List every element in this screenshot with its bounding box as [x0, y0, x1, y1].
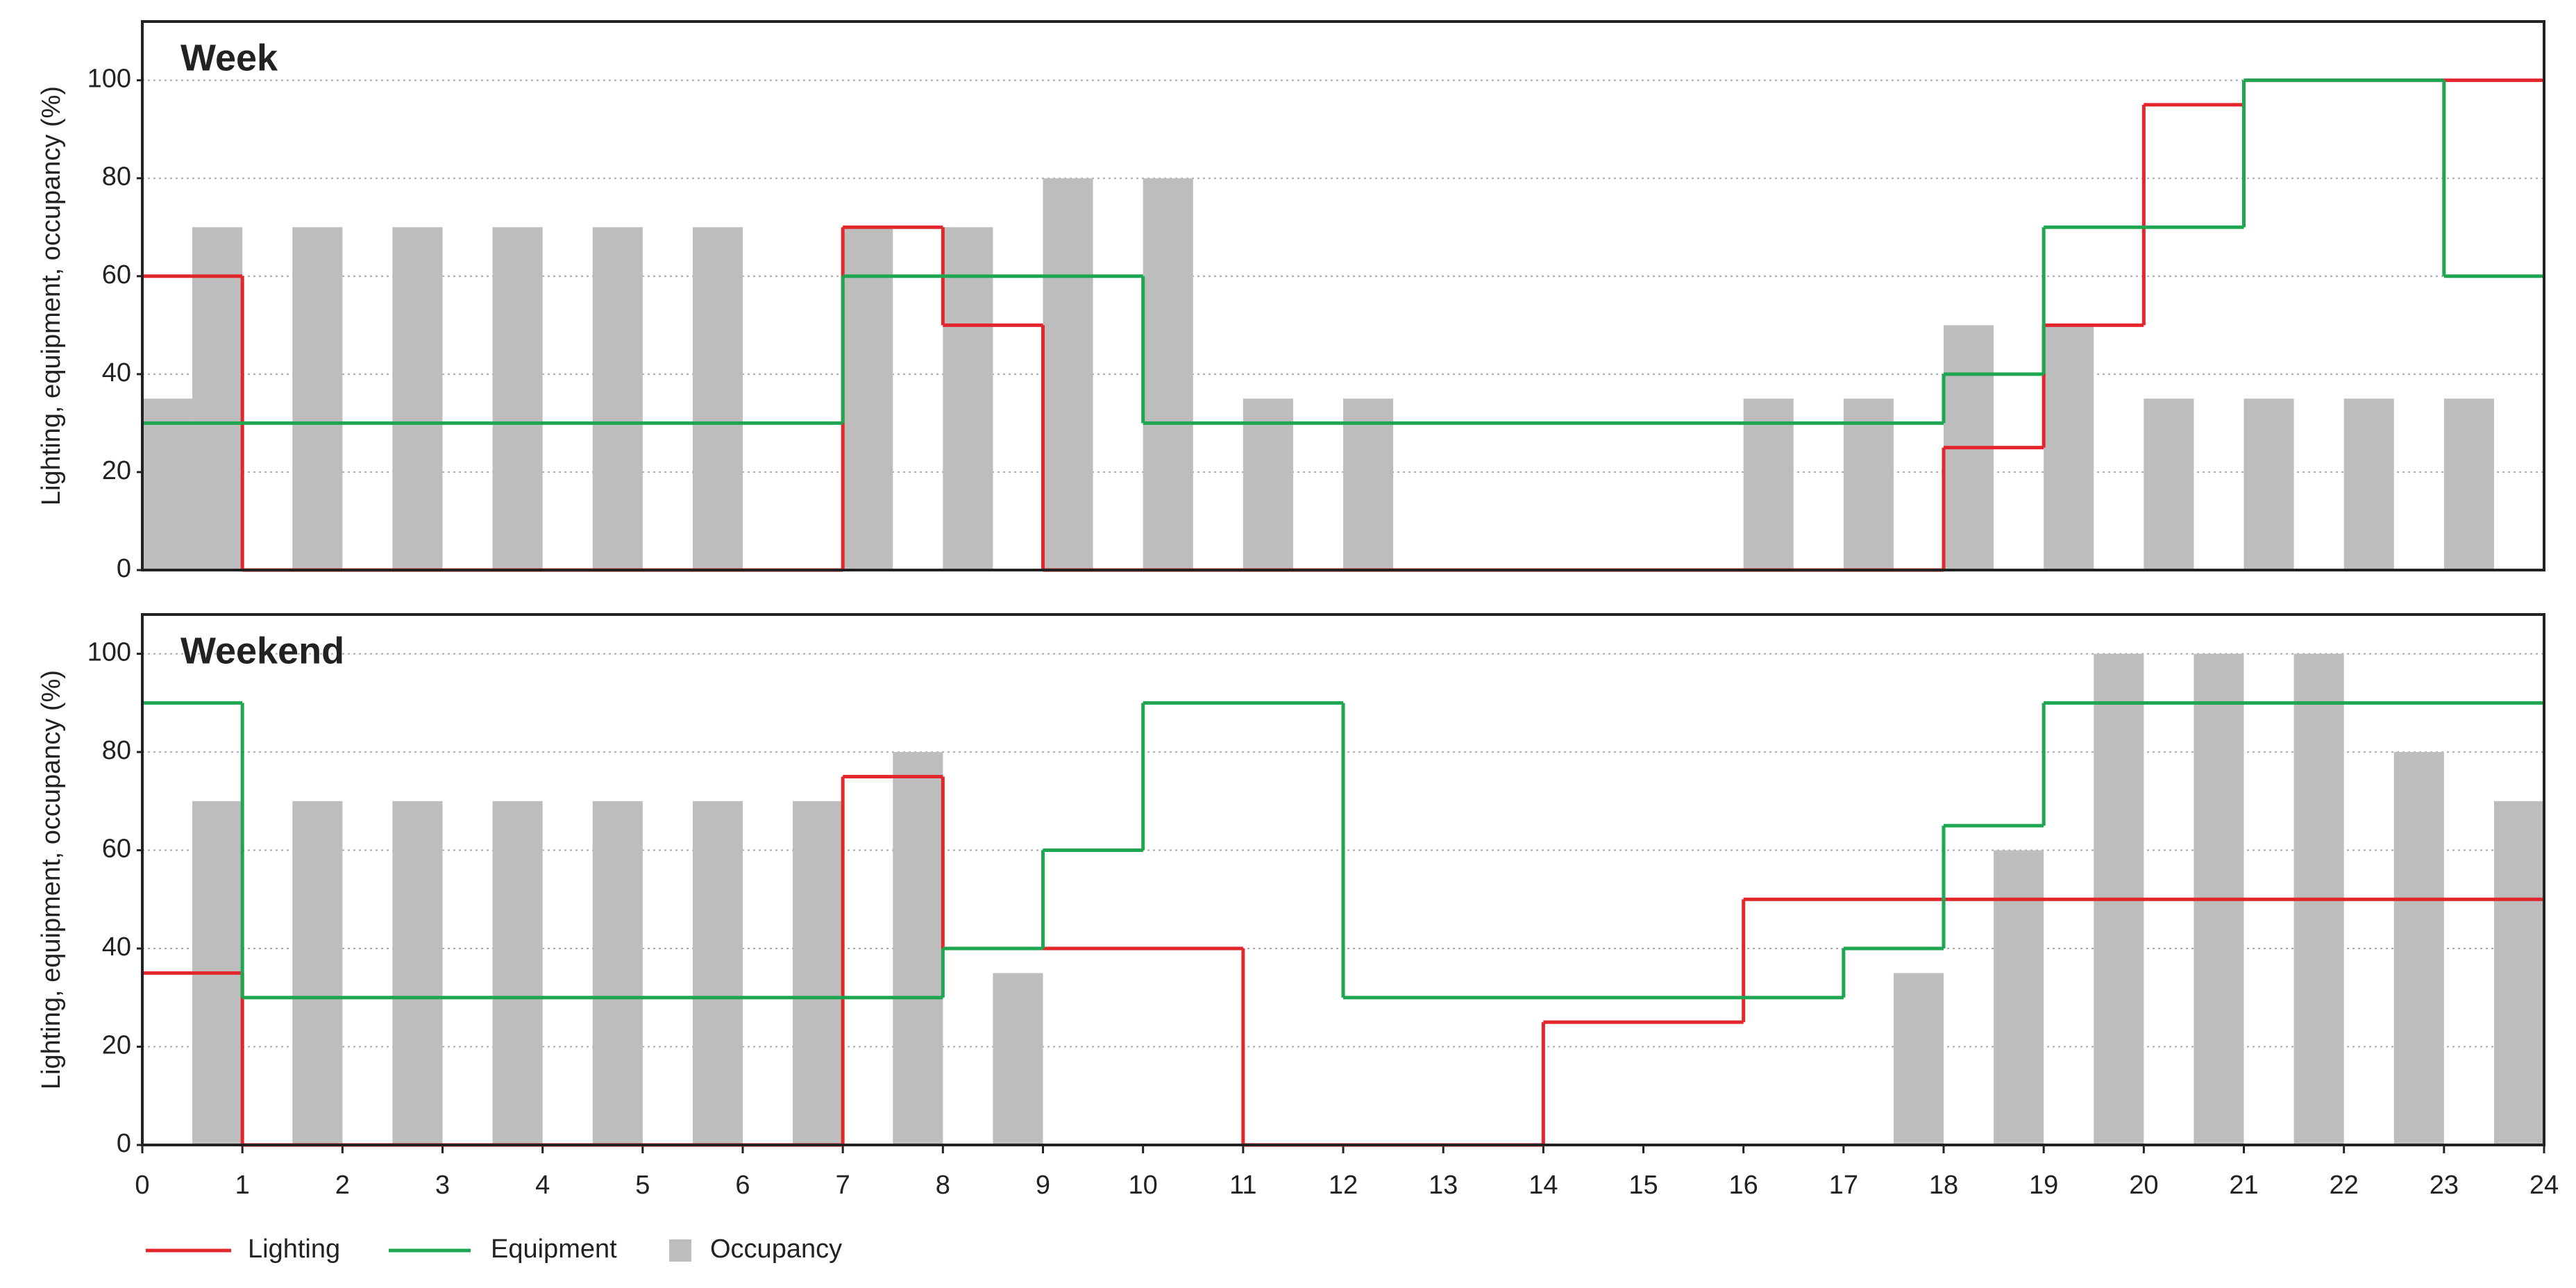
x-tick-label: 11 [1229, 1171, 1256, 1200]
occupancy-bar [692, 227, 743, 570]
occupancy-bar [2393, 752, 2444, 1145]
occupancy-bar [492, 227, 543, 570]
occupancy-bar [1043, 178, 1093, 570]
x-tick-label: 18 [1929, 1171, 1958, 1200]
y-tick-label: 100 [87, 65, 131, 94]
occupancy-bar [843, 227, 893, 570]
y-tick-label: 60 [102, 260, 131, 290]
panel-title: Weekend [180, 630, 344, 671]
occupancy-bar [993, 973, 1043, 1145]
x-tick-label: 9 [1036, 1171, 1050, 1200]
legend-label: Equipment [491, 1235, 617, 1264]
occupancy-bar [2044, 325, 2094, 570]
y-tick-label: 40 [102, 358, 131, 387]
plot-frame [141, 613, 2545, 1146]
occupancy-bar [192, 227, 243, 570]
occupancy-bar [943, 227, 993, 570]
x-tick-label: 12 [1329, 1171, 1358, 1200]
occupancy-bar [1243, 399, 1293, 570]
occupancy-bar [292, 227, 343, 570]
x-tick-label: 16 [1729, 1171, 1758, 1200]
y-tick-label: 80 [102, 736, 131, 765]
occupancy-bar [292, 801, 343, 1145]
occupancy-bar [592, 801, 643, 1145]
x-tick-label: 4 [535, 1171, 550, 1200]
x-tick-label: 13 [1429, 1171, 1458, 1200]
y-tick-label: 20 [102, 1031, 131, 1060]
occupancy-bar [2443, 399, 2494, 570]
occupancy-bar [1994, 850, 2044, 1145]
occupancy-bar [2493, 801, 2544, 1145]
legend-label: Occupancy [710, 1235, 842, 1264]
x-tick-label: 15 [1628, 1171, 1658, 1200]
occupancy-bar [793, 801, 843, 1145]
x-tick-label: 24 [2529, 1171, 2559, 1200]
y-axis-label: Lighting, equipment, occupancy (%) [37, 670, 66, 1089]
occupancy-bar [692, 801, 743, 1145]
x-tick-label: 14 [1529, 1171, 1558, 1200]
x-tick-label: 0 [135, 1171, 149, 1200]
y-tick-label: 80 [102, 162, 131, 192]
occupancy-bar [2244, 399, 2294, 570]
x-tick-label: 23 [2430, 1171, 2459, 1200]
occupancy-bar [2343, 399, 2394, 570]
x-tick-label: 17 [1829, 1171, 1858, 1200]
occupancy-bar [392, 801, 443, 1145]
occupancy-bar [492, 801, 543, 1145]
y-tick-label: 20 [102, 456, 131, 485]
x-tick-label: 5 [635, 1171, 650, 1200]
y-tick-label: 0 [117, 554, 131, 583]
occupancy-bar [1843, 399, 1894, 570]
x-tick-label: 22 [2330, 1171, 2359, 1200]
x-tick-label: 6 [735, 1171, 750, 1200]
x-tick-label: 2 [335, 1171, 350, 1200]
y-axis-label: Lighting, equipment, occupancy (%) [37, 86, 66, 505]
x-tick-label: 20 [2129, 1171, 2158, 1200]
occupancy-bar [1343, 399, 1394, 570]
legend-swatch [669, 1239, 691, 1262]
x-tick-label: 1 [235, 1171, 250, 1200]
x-tick-label: 10 [1129, 1171, 1158, 1200]
y-tick-label: 40 [102, 932, 131, 962]
x-tick-label: 3 [435, 1171, 450, 1200]
x-tick-label: 19 [2029, 1171, 2058, 1200]
y-tick-label: 0 [117, 1129, 131, 1158]
x-tick-label: 21 [2229, 1171, 2258, 1200]
x-tick-label: 8 [936, 1171, 950, 1200]
panel-title: Week [180, 37, 278, 78]
occupancy-bar [2144, 399, 2194, 570]
occupancy-bar [392, 227, 443, 570]
occupancy-bar [1743, 399, 1794, 570]
legend-label: Lighting [248, 1235, 340, 1264]
y-tick-label: 60 [102, 835, 131, 864]
occupancy-bar [592, 227, 643, 570]
occupancy-bar [1143, 178, 1193, 570]
x-tick-label: 7 [836, 1171, 850, 1200]
plot-frame [141, 20, 2545, 571]
occupancy-bar [142, 399, 193, 570]
occupancy-bar [893, 752, 943, 1145]
occupancy-bar [1893, 973, 1944, 1145]
y-tick-label: 100 [87, 638, 131, 667]
